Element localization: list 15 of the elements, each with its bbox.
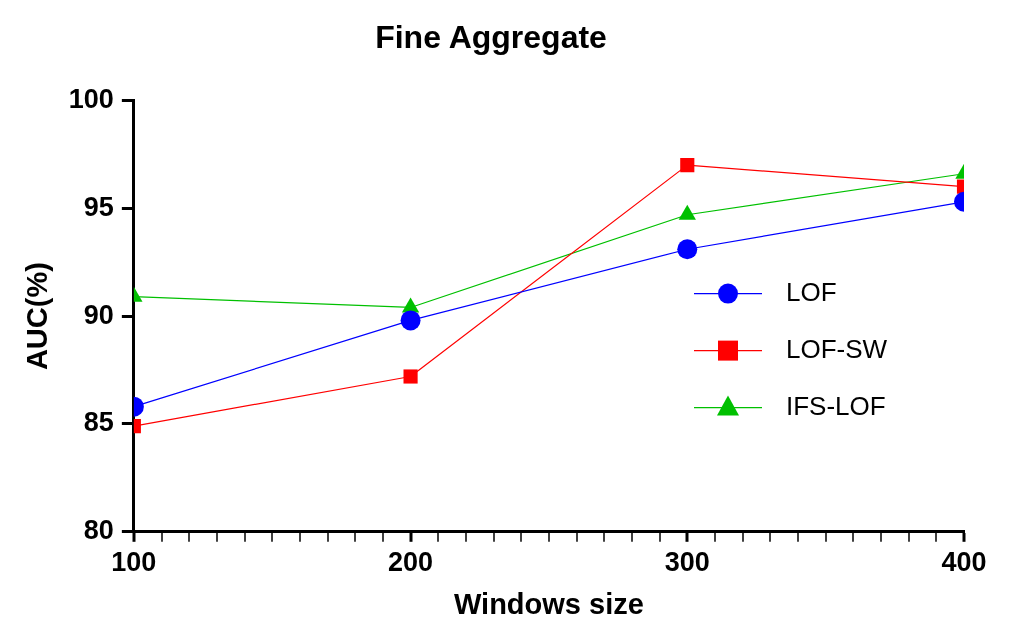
- x-axis-title: Windows size: [453, 587, 644, 620]
- x-tick-label: 300: [664, 547, 710, 578]
- legend-label: LOF: [786, 276, 837, 307]
- x-tick-label: 200: [388, 547, 434, 578]
- y-tick-label: 85: [83, 407, 114, 438]
- y-tick-label: 100: [68, 83, 114, 114]
- y-tick-label: 80: [83, 515, 114, 546]
- y-tick-label: 95: [83, 191, 114, 222]
- legend-label: IFS-LOF: [786, 390, 886, 421]
- legend-label: LOF-SW: [786, 333, 888, 364]
- x-tick-label: 400: [941, 547, 987, 578]
- y-axis-title: AUC(%): [21, 262, 54, 371]
- y-tick-label: 90: [83, 299, 114, 330]
- chart-title: Fine Aggregate: [375, 19, 607, 56]
- x-tick-label: 100: [111, 547, 157, 578]
